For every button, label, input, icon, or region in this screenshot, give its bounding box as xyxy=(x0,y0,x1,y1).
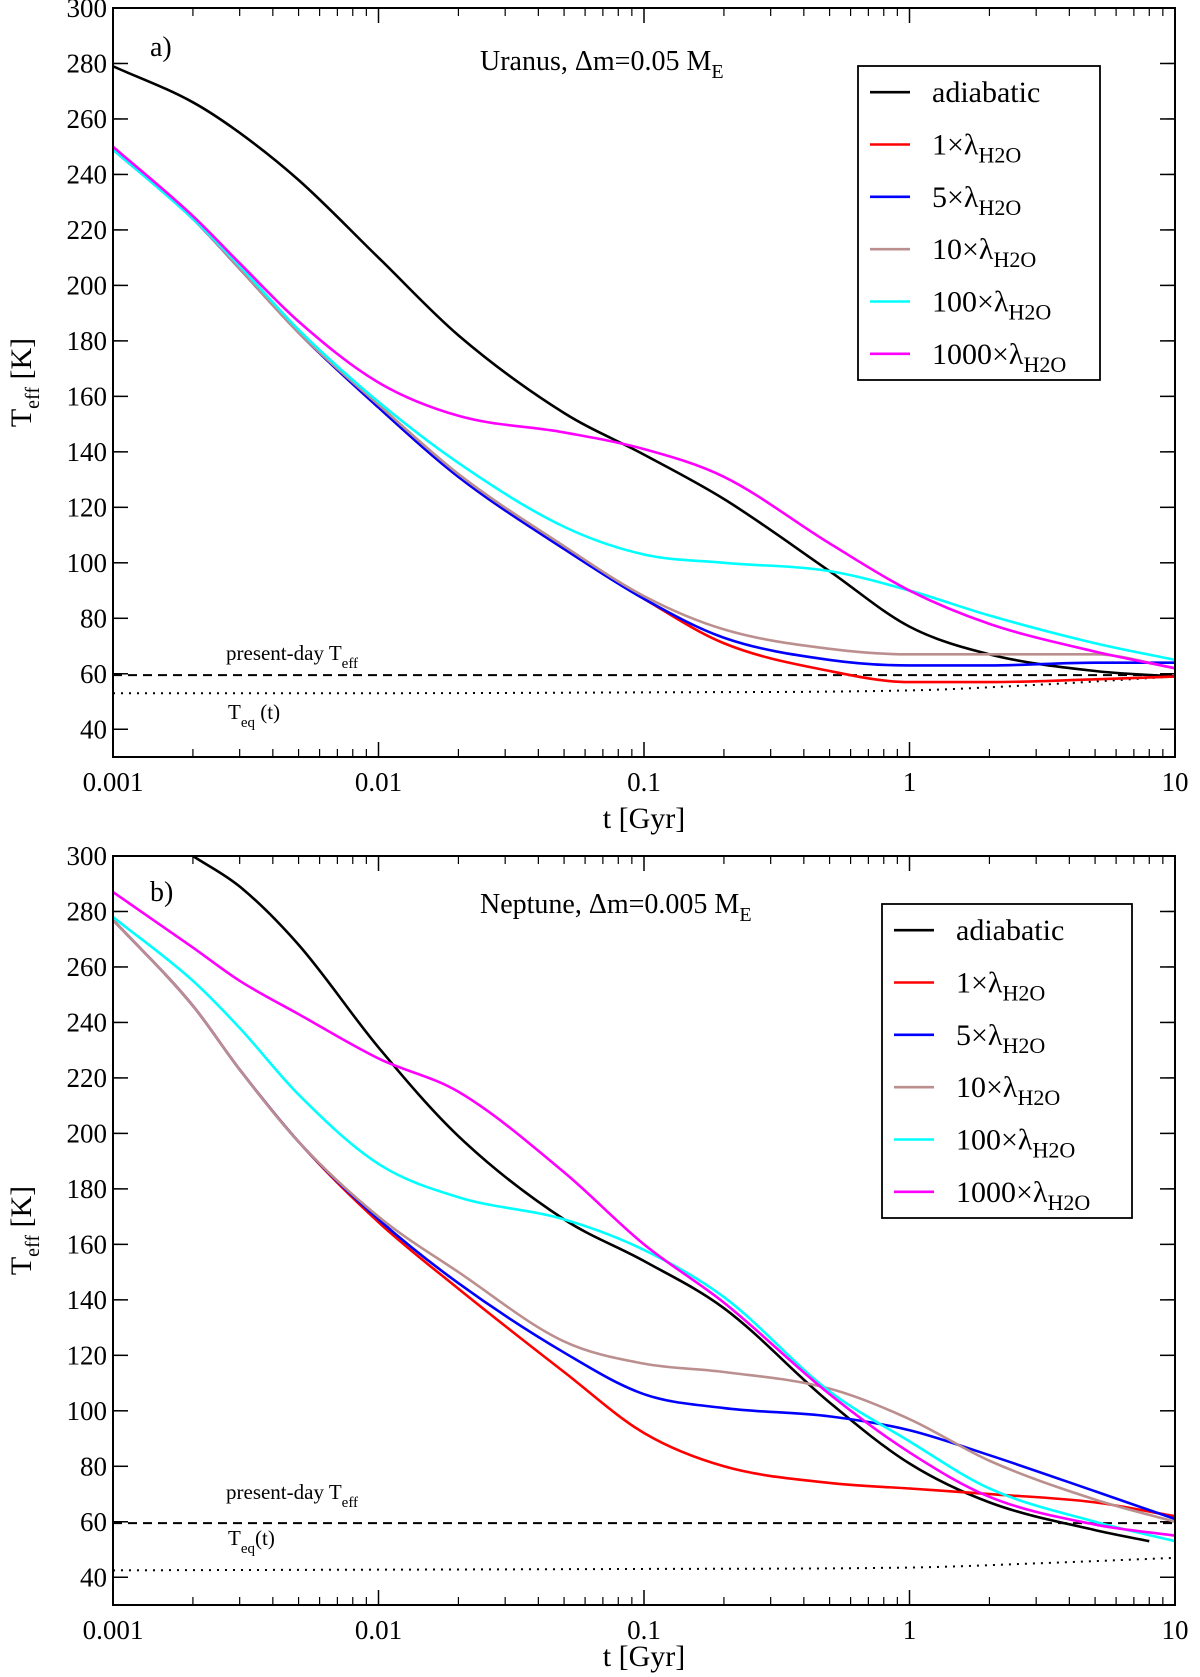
legend-item: 5×λH2O xyxy=(894,1019,1045,1058)
legend-item: 1000×λH2O xyxy=(894,1176,1090,1215)
series-line-1000H2O xyxy=(113,145,1175,670)
x-tick-label: 0.1 xyxy=(627,767,661,797)
legend-item: 10×λH2O xyxy=(894,1071,1060,1110)
x-tick-label: 0.001 xyxy=(83,767,144,797)
present-day-label: present-day Teff xyxy=(226,1480,358,1511)
legend-label: 5×λH2O xyxy=(932,181,1021,220)
legend-label: 1×λH2O xyxy=(956,967,1045,1006)
y-tick-label: 160 xyxy=(67,381,108,411)
y-tick-label: 220 xyxy=(67,1063,108,1093)
legend-item: 1×λH2O xyxy=(870,129,1021,168)
legend-label: 100×λH2O xyxy=(932,286,1051,325)
y-tick-label: 200 xyxy=(67,1118,108,1148)
y-tick-label: 140 xyxy=(67,1285,108,1315)
legend-item: adiabatic xyxy=(870,76,1040,109)
series-line-100H2O xyxy=(113,916,1175,1543)
legend-item: 5×λH2O xyxy=(870,181,1021,220)
x-tick-label: 0.01 xyxy=(355,767,402,797)
chart-title: Uranus, Δm=0.05 ME xyxy=(480,46,724,83)
equilibrium-label: Teq (t) xyxy=(228,700,280,731)
legend: adiabatic 1×λH2O 5×λH2O 10×λH2O 100×λH2O 1000… xyxy=(857,65,1101,381)
y-axis-label: Teff [K] xyxy=(5,338,44,427)
y-tick-label: 260 xyxy=(67,952,108,982)
y-tick-label: 100 xyxy=(67,548,108,578)
legend: adiabatic 1×λH2O 5×λH2O 10×λH2O 100×λH2O 1000… xyxy=(881,903,1133,1219)
y-tick-label: 120 xyxy=(67,1340,108,1370)
legend-box xyxy=(857,65,1101,381)
series-line-adiabatic xyxy=(113,65,1175,678)
y-tick-label: 200 xyxy=(67,270,108,300)
legend-label: 5×λH2O xyxy=(956,1019,1045,1058)
y-tick-label: 300 xyxy=(67,841,108,871)
equilibrium-label: Teq(t) xyxy=(228,1526,275,1557)
legend-label: 1000×λH2O xyxy=(956,1176,1090,1215)
panel-a: 0.001 0.01 0.1 1 10 40 60 80 100 120 140 160 180 200 2… xyxy=(5,0,1189,835)
x-tick-label: 1 xyxy=(903,1615,917,1645)
legend-box xyxy=(881,903,1133,1219)
legend-label: 1000×λH2O xyxy=(932,338,1066,377)
legend-label: adiabatic xyxy=(956,914,1064,947)
series-line-10H2O xyxy=(113,148,1175,670)
x-tick-label: 1 xyxy=(903,767,917,797)
x-tick-label: 10 xyxy=(1162,1615,1189,1645)
y-tick-label: 240 xyxy=(67,159,108,189)
legend-label: 10×λH2O xyxy=(956,1071,1060,1110)
legend-item: 10×λH2O xyxy=(870,233,1036,272)
y-tick-label: 60 xyxy=(80,659,107,689)
y-tick-label: 40 xyxy=(80,1562,107,1592)
y-tick-label: 140 xyxy=(67,437,108,467)
y-tick-label: 180 xyxy=(67,326,108,356)
y-tick-label: 280 xyxy=(67,896,108,926)
y-tick-label: 220 xyxy=(67,215,108,245)
chart-title: Neptune, Δm=0.005 ME xyxy=(480,889,752,926)
x-tick-label: 10 xyxy=(1162,767,1189,797)
panel-label: b) xyxy=(150,877,173,908)
y-tick-label: 60 xyxy=(80,1507,107,1537)
y-tick-label: 80 xyxy=(80,1451,107,1481)
y-tick-label: 180 xyxy=(67,1174,108,1204)
legend-item: 100×λH2O xyxy=(870,286,1051,325)
y-tick-label: 260 xyxy=(67,104,108,134)
y-tick-label: 160 xyxy=(67,1229,108,1259)
series-line-10H2O xyxy=(113,918,1175,1524)
legend-item: adiabatic xyxy=(894,914,1064,947)
y-tick-label: 300 xyxy=(67,0,108,23)
legend-item: 1000×λH2O xyxy=(870,338,1066,377)
series-line-adiabatic xyxy=(192,856,1150,1543)
series-line-100H2O xyxy=(113,148,1175,662)
legend-label: 10×λH2O xyxy=(932,233,1036,272)
present-day-label: present-day Teff xyxy=(226,641,358,672)
y-tick-label: 120 xyxy=(67,492,108,522)
x-axis-label: t [Gyr] xyxy=(603,802,685,835)
legend-item: 1×λH2O xyxy=(894,967,1045,1006)
equilibrium-line xyxy=(113,1556,1175,1572)
panel-label: a) xyxy=(150,32,172,63)
y-tick-label: 80 xyxy=(80,603,107,633)
y-tick-label: 240 xyxy=(67,1007,108,1037)
x-tick-label: 0.001 xyxy=(83,1615,144,1645)
x-tick-label: 0.01 xyxy=(355,1615,402,1645)
plot-frame xyxy=(112,855,1176,1606)
plot-frame xyxy=(112,7,1176,758)
x-axis-label: t [Gyr] xyxy=(603,1640,685,1673)
legend-label: 100×λH2O xyxy=(956,1124,1075,1163)
legend-label: 1×λH2O xyxy=(932,129,1021,168)
legend-label: adiabatic xyxy=(932,76,1040,109)
legend-item: 100×λH2O xyxy=(894,1124,1075,1163)
y-tick-label: 100 xyxy=(67,1396,108,1426)
y-tick-label: 40 xyxy=(80,714,107,744)
panel-b: 0.001 0.01 0.1 1 10 40 60 80 100 120 140 160 180 200 2… xyxy=(5,841,1189,1673)
y-tick-label: 280 xyxy=(67,48,108,78)
x-tick-label: 0.1 xyxy=(627,1615,661,1645)
y-axis-label: Teff [K] xyxy=(5,1186,44,1275)
equilibrium-line xyxy=(113,675,1175,695)
series-line-1000H2O xyxy=(113,890,1175,1537)
